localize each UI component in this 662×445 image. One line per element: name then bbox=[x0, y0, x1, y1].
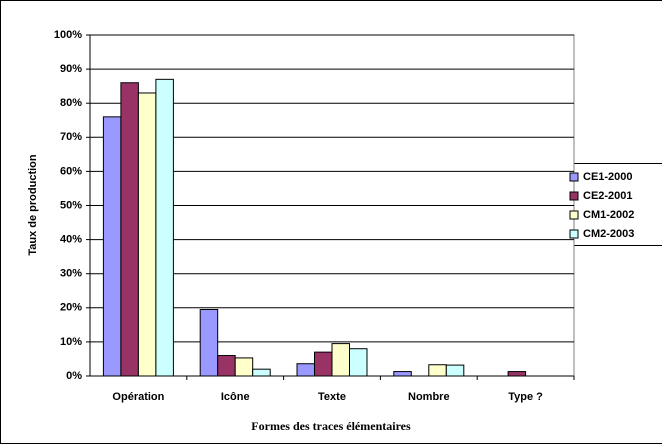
bar bbox=[428, 364, 447, 377]
y-tick-label: 40% bbox=[60, 234, 82, 246]
x-tick-label: Type ? bbox=[508, 391, 543, 403]
bar bbox=[234, 357, 254, 377]
x-tick-label: Opération bbox=[112, 391, 164, 403]
legend bbox=[565, 163, 662, 246]
bar bbox=[252, 368, 271, 377]
legend-label: CE2-2001 bbox=[583, 190, 633, 202]
y-tick-label: 50% bbox=[60, 199, 82, 211]
bar bbox=[199, 309, 219, 377]
legend-label: CM1-2002 bbox=[583, 209, 634, 221]
legend-swatch bbox=[569, 210, 579, 220]
y-tick-label: 100% bbox=[54, 29, 82, 41]
x-tick-label: Nombre bbox=[408, 391, 450, 403]
y-tick-label: 60% bbox=[60, 165, 82, 177]
x-axis-title: Formes des traces élémentaires bbox=[251, 419, 411, 433]
x-tick-label: Texte bbox=[318, 391, 346, 403]
bar bbox=[102, 116, 122, 377]
bar bbox=[507, 371, 527, 377]
bar bbox=[217, 355, 236, 377]
bar bbox=[314, 351, 333, 377]
bar bbox=[349, 348, 368, 377]
y-tick-label: 30% bbox=[60, 268, 82, 280]
bar bbox=[393, 371, 412, 377]
legend-swatch bbox=[569, 191, 579, 201]
y-axis-title: Taux de production bbox=[27, 154, 39, 256]
legend-label: CM2-2003 bbox=[583, 228, 634, 240]
bar bbox=[331, 343, 350, 377]
y-tick-label: 10% bbox=[60, 336, 82, 348]
bar bbox=[296, 363, 315, 377]
y-tick-label: 0% bbox=[66, 370, 82, 382]
bar bbox=[120, 82, 139, 377]
y-tick-label: 80% bbox=[60, 97, 82, 109]
legend-label: CE1-2000 bbox=[583, 171, 633, 183]
y-tick-label: 20% bbox=[60, 302, 82, 314]
y-tick-label: 70% bbox=[60, 131, 82, 143]
x-tick-label: Icône bbox=[221, 391, 250, 403]
bar bbox=[137, 92, 157, 377]
bar bbox=[445, 364, 465, 377]
legend-swatch bbox=[569, 229, 579, 239]
legend-swatch bbox=[569, 172, 579, 182]
bar bbox=[155, 78, 174, 377]
y-tick-label: 90% bbox=[60, 63, 82, 75]
